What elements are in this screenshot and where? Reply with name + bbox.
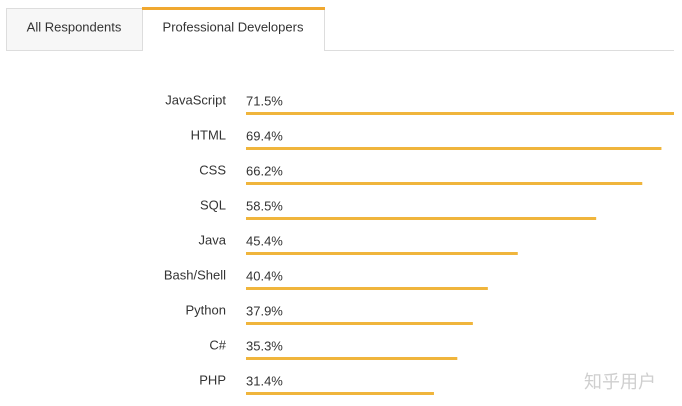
category-label: JavaScript xyxy=(165,92,226,107)
watermark: 知乎用户 xyxy=(584,372,656,393)
bar xyxy=(246,217,597,220)
category-label: Bash/Shell xyxy=(164,267,226,282)
category-label: C# xyxy=(209,337,226,352)
category-label: CSS xyxy=(199,162,226,177)
value-label: 40.4% xyxy=(246,268,283,283)
category-label: PHP xyxy=(199,372,226,387)
value-label: 66.2% xyxy=(246,163,283,178)
bar xyxy=(246,392,434,395)
value-label: 58.5% xyxy=(246,198,283,213)
bar xyxy=(246,182,643,185)
bar xyxy=(246,322,473,325)
tab-active[interactable] xyxy=(142,8,325,51)
category-label: HTML xyxy=(191,127,226,142)
value-label: 37.9% xyxy=(246,303,283,318)
bar xyxy=(246,287,488,290)
tab-label[interactable]: Professional Developers xyxy=(163,19,304,34)
value-label: 45.4% xyxy=(246,233,283,248)
bar xyxy=(246,112,674,115)
bar xyxy=(246,252,518,255)
value-label: 31.4% xyxy=(246,373,283,388)
bar xyxy=(246,147,662,150)
tab-cover xyxy=(143,49,324,52)
category-label: Java xyxy=(199,232,227,247)
value-label: 35.3% xyxy=(246,338,283,353)
bar xyxy=(246,357,458,360)
tab-indicator xyxy=(142,7,325,10)
value-label: 69.4% xyxy=(246,128,283,143)
tab-label[interactable]: All Respondents xyxy=(27,19,122,34)
category-label: Python xyxy=(186,302,226,317)
category-label: SQL xyxy=(200,197,226,212)
tab[interactable] xyxy=(6,8,143,51)
value-label: 71.5% xyxy=(246,93,283,108)
